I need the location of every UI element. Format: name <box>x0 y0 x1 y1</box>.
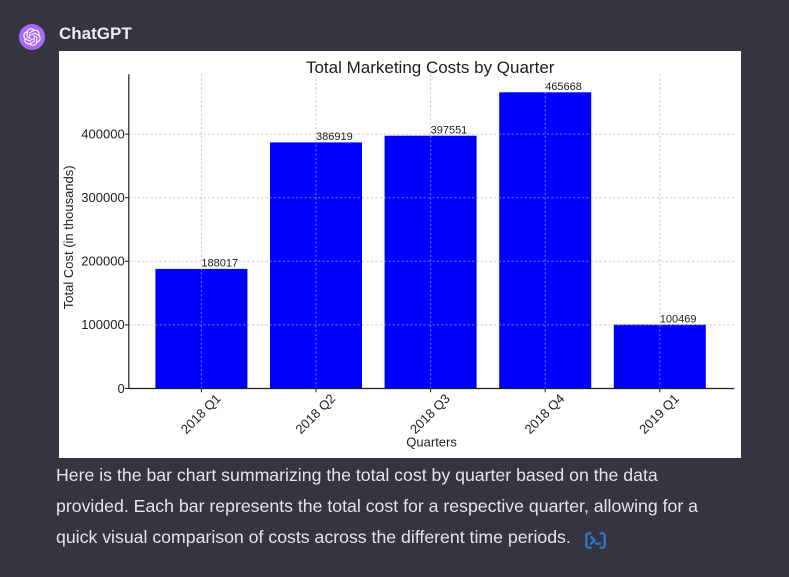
svg-text:Total Cost (in thousands): Total Cost (in thousands) <box>61 165 76 309</box>
svg-text:386919: 386919 <box>316 131 353 143</box>
svg-text:Total Marketing Costs by Quart: Total Marketing Costs by Quarter <box>306 58 555 77</box>
svg-text:397551: 397551 <box>431 124 468 136</box>
svg-text:400000: 400000 <box>81 126 124 141</box>
svg-text:Quarters: Quarters <box>406 434 457 449</box>
svg-text:0: 0 <box>117 381 124 396</box>
svg-text:188017: 188017 <box>201 258 238 270</box>
svg-text:465668: 465668 <box>545 81 582 93</box>
svg-text:300000: 300000 <box>81 190 124 205</box>
svg-text:200000: 200000 <box>81 254 124 269</box>
svg-text:100000: 100000 <box>81 317 124 332</box>
svg-text:100469: 100469 <box>660 313 697 325</box>
